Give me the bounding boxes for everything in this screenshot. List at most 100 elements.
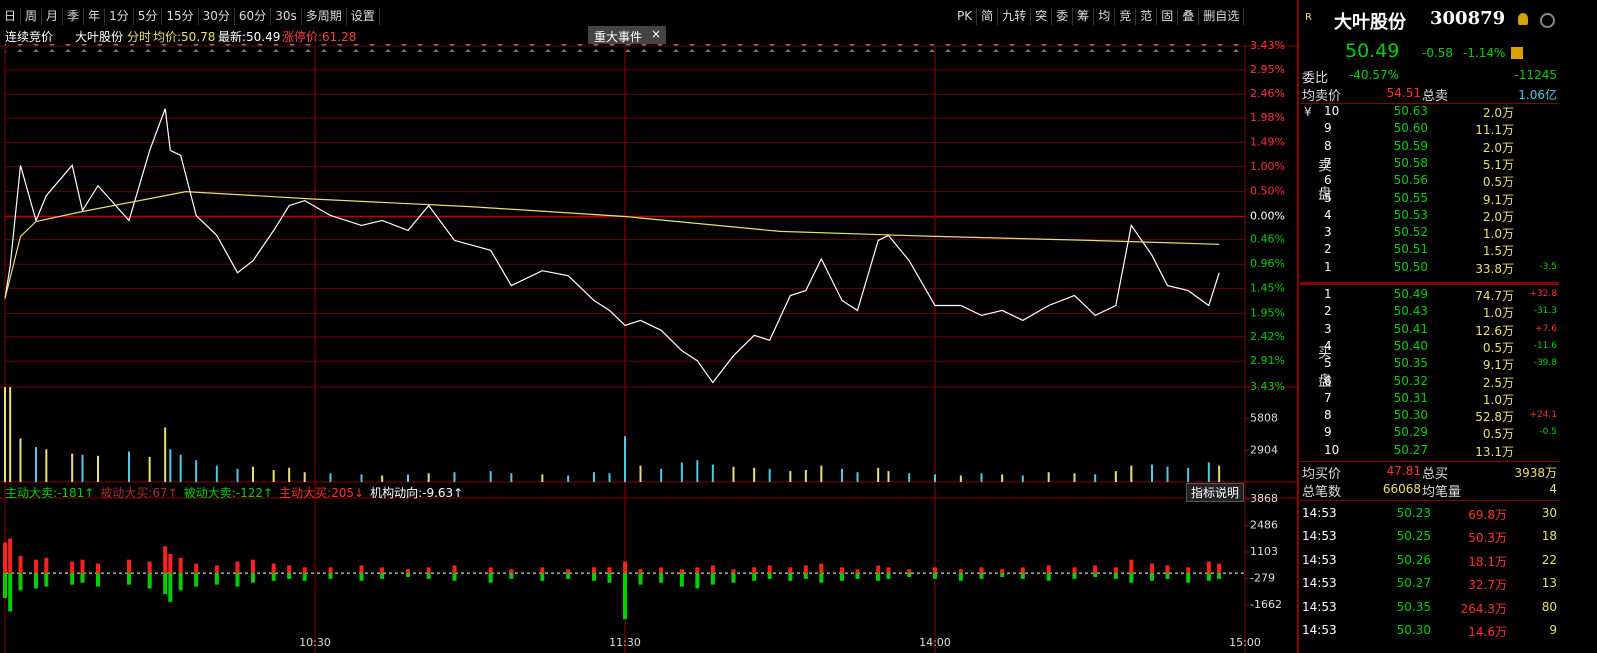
volume-bar: [97, 455, 99, 482]
volume-bar: [1166, 466, 1169, 482]
level: 2: [1324, 304, 1332, 319]
order-change: -11.6: [1533, 340, 1557, 351]
event-button[interactable]: 重大事件 ×: [588, 26, 666, 44]
tick-price: 50.35: [1396, 599, 1431, 614]
tool-button[interactable]: PK: [953, 8, 978, 25]
period-button[interactable]: 60分: [235, 8, 272, 25]
period-button[interactable]: 30分: [199, 8, 235, 25]
flow-bar: [488, 573, 493, 583]
flow-bar: [731, 569, 736, 574]
period-button[interactable]: 月: [42, 8, 64, 25]
level: 8: [1324, 138, 1332, 153]
tool-button[interactable]: 叠: [1178, 8, 1200, 25]
period-button[interactable]: 设置: [347, 8, 380, 25]
period-button[interactable]: 周: [21, 8, 43, 25]
y-tick-label: 2904: [1250, 443, 1278, 456]
tool-button[interactable]: 筹: [1073, 8, 1095, 25]
tool-button[interactable]: 突: [1031, 8, 1053, 25]
period-button[interactable]: 日: [0, 8, 22, 25]
flow-bar: [1093, 573, 1098, 577]
level: 3: [1324, 321, 1332, 336]
volume-bar: [804, 470, 807, 482]
volume-bar: [1094, 474, 1097, 482]
volume-bar: [252, 466, 254, 482]
help-button[interactable]: 指标说明: [1186, 483, 1245, 502]
volume-bar: [1021, 475, 1024, 482]
flow-bar: [18, 555, 23, 574]
tool-button[interactable]: 均: [1094, 8, 1116, 25]
tool-button[interactable]: 竞: [1115, 8, 1137, 25]
tool-button[interactable]: 委: [1052, 8, 1074, 25]
order-volume: 2.0万: [1482, 106, 1514, 120]
flow-bar: [1113, 573, 1118, 579]
flow-bar: [623, 573, 627, 620]
flow-bar: [271, 563, 276, 574]
flow-bar: [592, 567, 596, 574]
flow-bar: [1129, 559, 1134, 574]
period-button[interactable]: 1分: [105, 8, 134, 25]
flow-bar: [1129, 573, 1134, 583]
volume-bar: [164, 427, 167, 482]
y-tick-label: 1103: [1250, 545, 1278, 558]
order-price: 50.52: [1393, 225, 1428, 240]
volume-bar: [541, 474, 544, 482]
volume-bar: [980, 473, 983, 482]
flow-bar: [127, 573, 131, 585]
volume-bar: [1114, 471, 1117, 482]
volume-bar: [381, 475, 384, 482]
tool-button[interactable]: 删自选: [1199, 8, 1245, 25]
flow-bar: [695, 573, 700, 589]
tick-time: 14:53: [1302, 576, 1337, 591]
order-volume: 1.0万: [1482, 306, 1514, 321]
flow-bar: [359, 565, 364, 574]
volume-bar: [303, 472, 306, 482]
value: 47.81: [1386, 464, 1421, 478]
price-line: [4, 190, 1220, 299]
period-button[interactable]: 季: [63, 8, 85, 25]
order-volume: 74.7万: [1475, 289, 1514, 303]
close-icon[interactable]: ×: [651, 27, 662, 41]
flow-bar: [44, 557, 49, 574]
volume-bar: [624, 436, 626, 482]
mode[interactable]: 分时: [127, 30, 152, 44]
flow-bar: [679, 569, 684, 574]
volume-bar: [959, 475, 962, 482]
level: 9: [1324, 121, 1332, 136]
tool-button[interactable]: 固: [1157, 8, 1179, 25]
flow-bar: [251, 559, 255, 574]
flow-bar: [127, 559, 131, 574]
order-change: -0.5: [1539, 427, 1557, 438]
settings-icon[interactable]: [1540, 13, 1555, 28]
flow-bar: [163, 573, 168, 595]
side-label: 卖盘: [1316, 158, 1332, 214]
flow-bar: [1165, 573, 1170, 579]
volume-bar: [732, 466, 735, 482]
order-price: 50.43: [1393, 304, 1428, 319]
volume-bar: [877, 467, 880, 482]
label: 总笔数: [1302, 485, 1342, 500]
order-price: 50.32: [1393, 373, 1428, 388]
tick-price: 50.25: [1396, 529, 1431, 544]
volume-bar: [696, 460, 699, 482]
period-button[interactable]: 5分: [134, 8, 163, 25]
tool-button[interactable]: 范: [1136, 8, 1158, 25]
volume-bar: [887, 471, 890, 482]
flow-bar: [96, 573, 100, 587]
flow-bar: [509, 573, 514, 579]
tool-button[interactable]: 九转: [998, 8, 1032, 25]
flow-bar: [886, 573, 891, 579]
x-tick-label: 14:00: [919, 636, 951, 649]
period-button[interactable]: 年: [84, 8, 106, 25]
flow-bar: [695, 567, 700, 574]
divider: [1300, 103, 1559, 104]
stock-name: 大叶股份: [1334, 12, 1406, 33]
flow-bar: [767, 565, 772, 574]
status: 连续竞价: [5, 30, 54, 44]
volume-bar: [789, 471, 792, 482]
tick-count: 80: [1541, 599, 1557, 614]
tool-button[interactable]: 简: [977, 8, 999, 25]
alert-icon[interactable]: [1518, 13, 1528, 25]
period-button[interactable]: 多周期: [302, 8, 347, 25]
period-button[interactable]: 15分: [162, 8, 199, 25]
period-button[interactable]: 30s: [271, 8, 302, 25]
